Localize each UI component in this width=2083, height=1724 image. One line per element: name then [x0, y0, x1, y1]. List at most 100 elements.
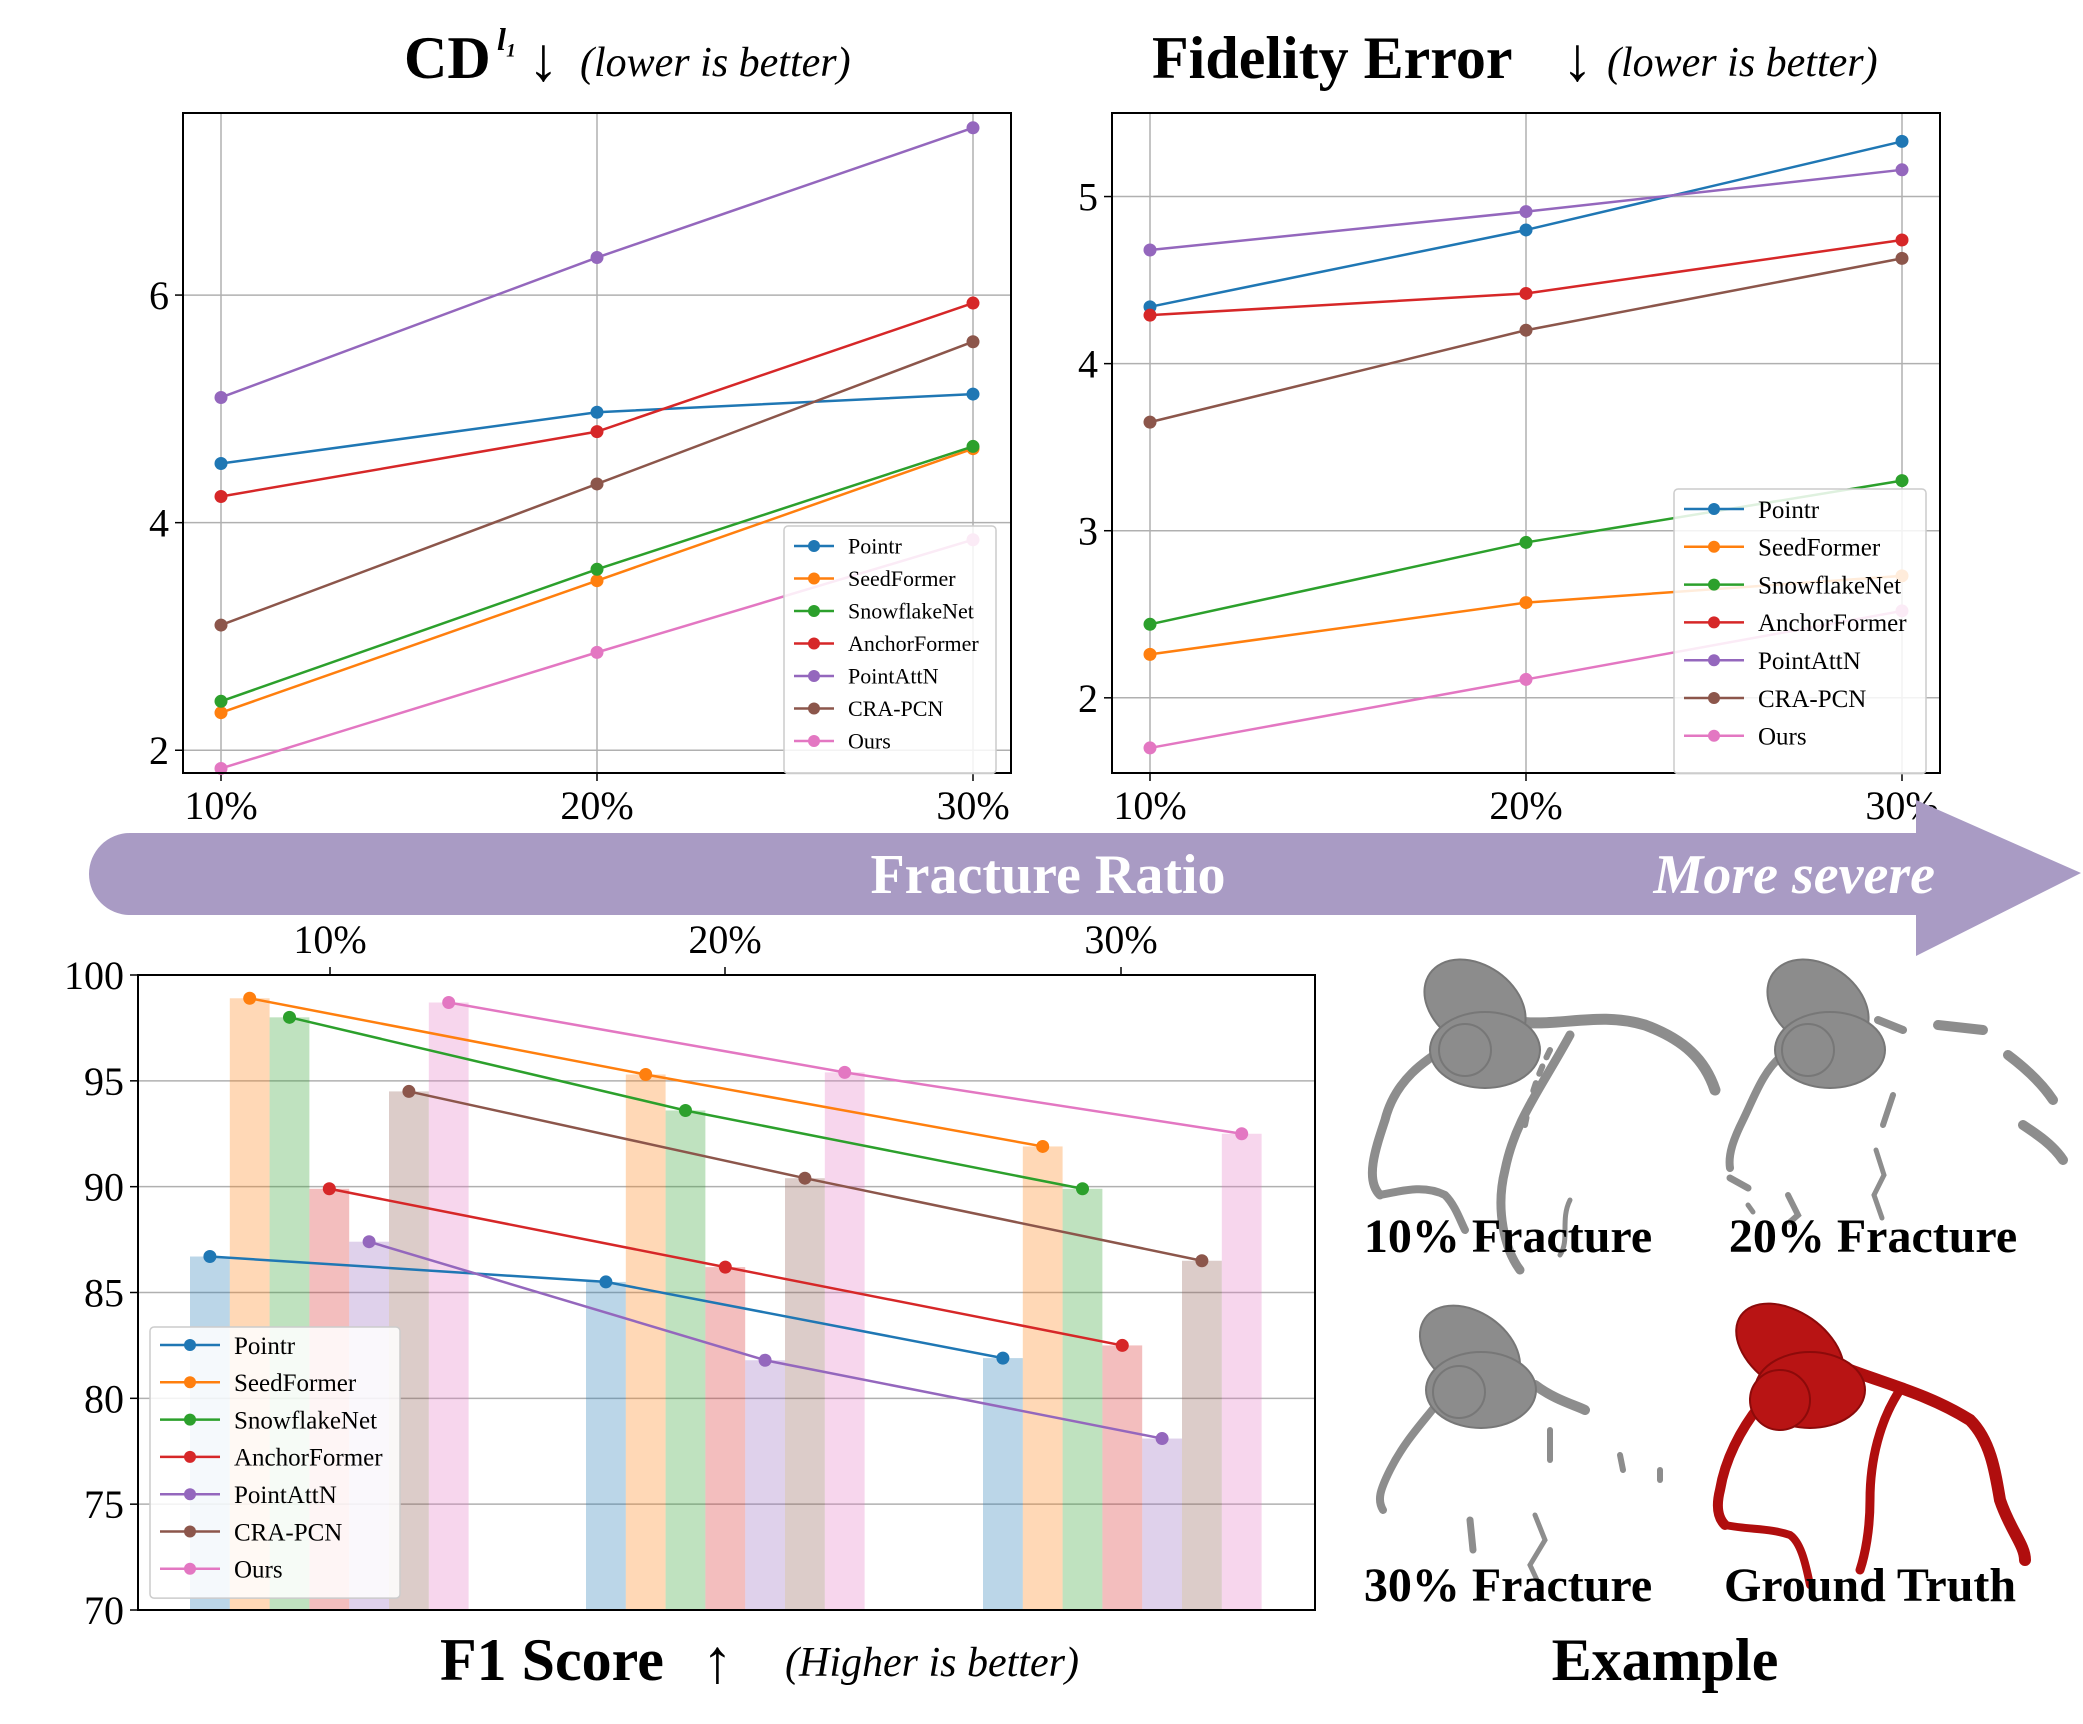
- f1-point-anchorformer: [718, 1260, 732, 1274]
- example-30-percent-render: [1375, 1304, 1663, 1583]
- cd-legend-label-ours: Ours: [848, 729, 891, 754]
- arrow-note: More severe: [1653, 844, 1935, 906]
- fidelity-point-ours: [1519, 672, 1533, 686]
- f1-point-pointr: [599, 1275, 613, 1289]
- f1-legend-label-anchorformer: AnchorFormer: [234, 1445, 383, 1472]
- f1-bar-cra-pcn: [785, 1178, 825, 1610]
- example-20-percent-render: [1725, 958, 2068, 1225]
- f1-point-snowflakenet: [283, 1010, 296, 1024]
- f1-point-pointr: [996, 1351, 1010, 1365]
- f1-point-pointr: [203, 1250, 217, 1264]
- example-10-percent-render: [1367, 958, 1721, 1275]
- fidelity-point-seedformer: [1143, 647, 1157, 661]
- fidelity-point-pointattn: [1519, 205, 1533, 219]
- fidelity-legend-swatch-marker: [1708, 540, 1720, 553]
- f1-bar-anchorformer: [705, 1267, 746, 1610]
- f1-legend-swatch-marker: [184, 1339, 196, 1351]
- example-panel: 10% Fracture 20% Fracture 30% Fracture G…: [1364, 958, 2068, 1693]
- f1-point-ours: [442, 996, 456, 1010]
- fidelity-legend-label-cra-pcn: CRA-PCN: [1758, 686, 1866, 713]
- cd-legend-label-cra-pcn: CRA-PCN: [848, 696, 943, 721]
- f1-top-tick-label: 10%: [293, 917, 366, 962]
- fidelity-point-anchorformer: [1143, 308, 1157, 322]
- cd-title-arrow: ↓: [528, 26, 559, 94]
- fidelity-point-cra-pcn: [1519, 323, 1533, 337]
- cd-point-pointr: [590, 405, 604, 419]
- example-caption-10: 10% Fracture: [1364, 1210, 1652, 1263]
- f1-point-pointattn: [758, 1353, 772, 1367]
- cd-point-cra-pcn: [214, 618, 228, 632]
- cd-chart-title: CD l₁ ↓ (lower is better): [404, 21, 851, 94]
- cd-point-pointr: [214, 456, 228, 470]
- cd-point-ours: [590, 645, 604, 659]
- cd-point-pointattn: [590, 251, 604, 265]
- fidelity-legend-swatch-marker: [1708, 692, 1720, 704]
- fidelity-legend-swatch-marker: [1708, 654, 1720, 667]
- fidelity-y-tick-label: 3: [1078, 509, 1098, 554]
- cd-point-anchorformer: [966, 296, 980, 310]
- cd-legend-swatch-marker: [808, 540, 820, 552]
- f1-bar-seedformer: [1022, 1146, 1063, 1610]
- arrow-shape: [89, 800, 2081, 956]
- fidelity-point-cra-pcn: [1895, 251, 1909, 265]
- f1-legend-swatch-marker: [184, 1562, 196, 1575]
- fidelity-point-pointattn: [1143, 243, 1157, 257]
- f1-bar-pointr: [983, 1358, 1023, 1610]
- fidelity-legend-swatch-marker: [1708, 616, 1720, 629]
- fidelity-legend-label-snowflakenet: SnowflakeNet: [1758, 572, 1901, 599]
- f1-title-text: F1 Score: [440, 1627, 664, 1693]
- fidelity-point-anchorformer: [1519, 286, 1533, 300]
- cd-title-text: CD: [404, 25, 491, 91]
- f1-top-tick-label: 20%: [688, 917, 761, 962]
- f1-point-seedformer: [639, 1067, 653, 1081]
- cd-legend-swatch-marker: [808, 702, 820, 715]
- f1-y-tick-label: 95: [84, 1059, 124, 1104]
- cd-legend-label-seedformer: SeedFormer: [848, 566, 956, 591]
- fidelity-chart-title: Fidelity Error ↓ (lower is better): [1152, 25, 1878, 94]
- f1-point-pointattn: [362, 1235, 376, 1249]
- cd-legend-label-anchorformer: AnchorFormer: [848, 631, 979, 656]
- fidelity-point-seedformer: [1519, 596, 1533, 610]
- cd-point-anchorformer: [590, 425, 604, 439]
- fidelity-legend: Pointr SeedFormer SnowflakeNet AnchorFormer…: [1673, 488, 1927, 775]
- fidelity-axes-frame: [1111, 112, 1941, 774]
- fidelity-subtitle: (lower is better): [1607, 40, 1878, 86]
- f1-y-tick-label: 100: [64, 953, 124, 998]
- cd-legend-label-snowflakenet: SnowflakeNet: [848, 599, 974, 624]
- cd-point-snowflakenet: [966, 439, 980, 453]
- fidelity-point-anchorformer: [1895, 233, 1909, 247]
- f1-bar-pointattn: [745, 1360, 785, 1610]
- cd-point-cra-pcn: [590, 477, 604, 491]
- f1-legend-label-snowflakenet: SnowflakeNet: [234, 1407, 377, 1434]
- f1-legend-label-seedformer: SeedFormer: [234, 1370, 357, 1397]
- f1-bar-pointr: [586, 1281, 626, 1610]
- cd-axes-frame: [182, 112, 1012, 774]
- cd-chart: 10% 20% 30% 2 4 6 Pointr SeedFormer SnowflakeNet…: [149, 112, 1012, 828]
- f1-legend-swatch-marker: [184, 1525, 196, 1538]
- example-ground-truth-render: [1712, 1302, 2031, 1589]
- f1-point-anchorformer: [1115, 1338, 1129, 1352]
- cd-point-ours: [214, 761, 228, 775]
- f1-point-cra-pcn: [1195, 1254, 1209, 1268]
- fidelity-point-snowflakenet: [1895, 474, 1909, 488]
- example-caption-30: 30% Fracture: [1364, 1559, 1652, 1612]
- fidelity-point-ours: [1143, 741, 1157, 755]
- fidelity-point-cra-pcn: [1143, 415, 1157, 429]
- fidelity-point-pointr: [1519, 223, 1533, 237]
- f1-point-pointattn: [1155, 1432, 1169, 1446]
- cd-point-snowflakenet: [214, 694, 228, 708]
- cd-point-seedformer: [590, 574, 604, 588]
- cd-y-tick-label: 2: [149, 728, 169, 773]
- cd-legend-label-pointattn: PointAttN: [848, 664, 939, 689]
- f1-legend-label-ours: Ours: [234, 1557, 283, 1584]
- cd-legend: Pointr SeedFormer SnowflakeNet AnchorFormer…: [783, 525, 997, 775]
- fidelity-legend-label-anchorformer: AnchorFormer: [1758, 610, 1907, 637]
- cd-subtitle: (lower is better): [580, 40, 851, 86]
- f1-legend-swatch-marker: [184, 1488, 196, 1501]
- f1-legend-swatch-marker: [184, 1376, 196, 1389]
- fidelity-legend-label-pointattn: PointAttN: [1758, 648, 1861, 675]
- f1-bar-snowflakenet: [1062, 1188, 1103, 1610]
- f1-bar-anchorformer: [1102, 1345, 1143, 1610]
- cd-point-cra-pcn: [966, 335, 980, 349]
